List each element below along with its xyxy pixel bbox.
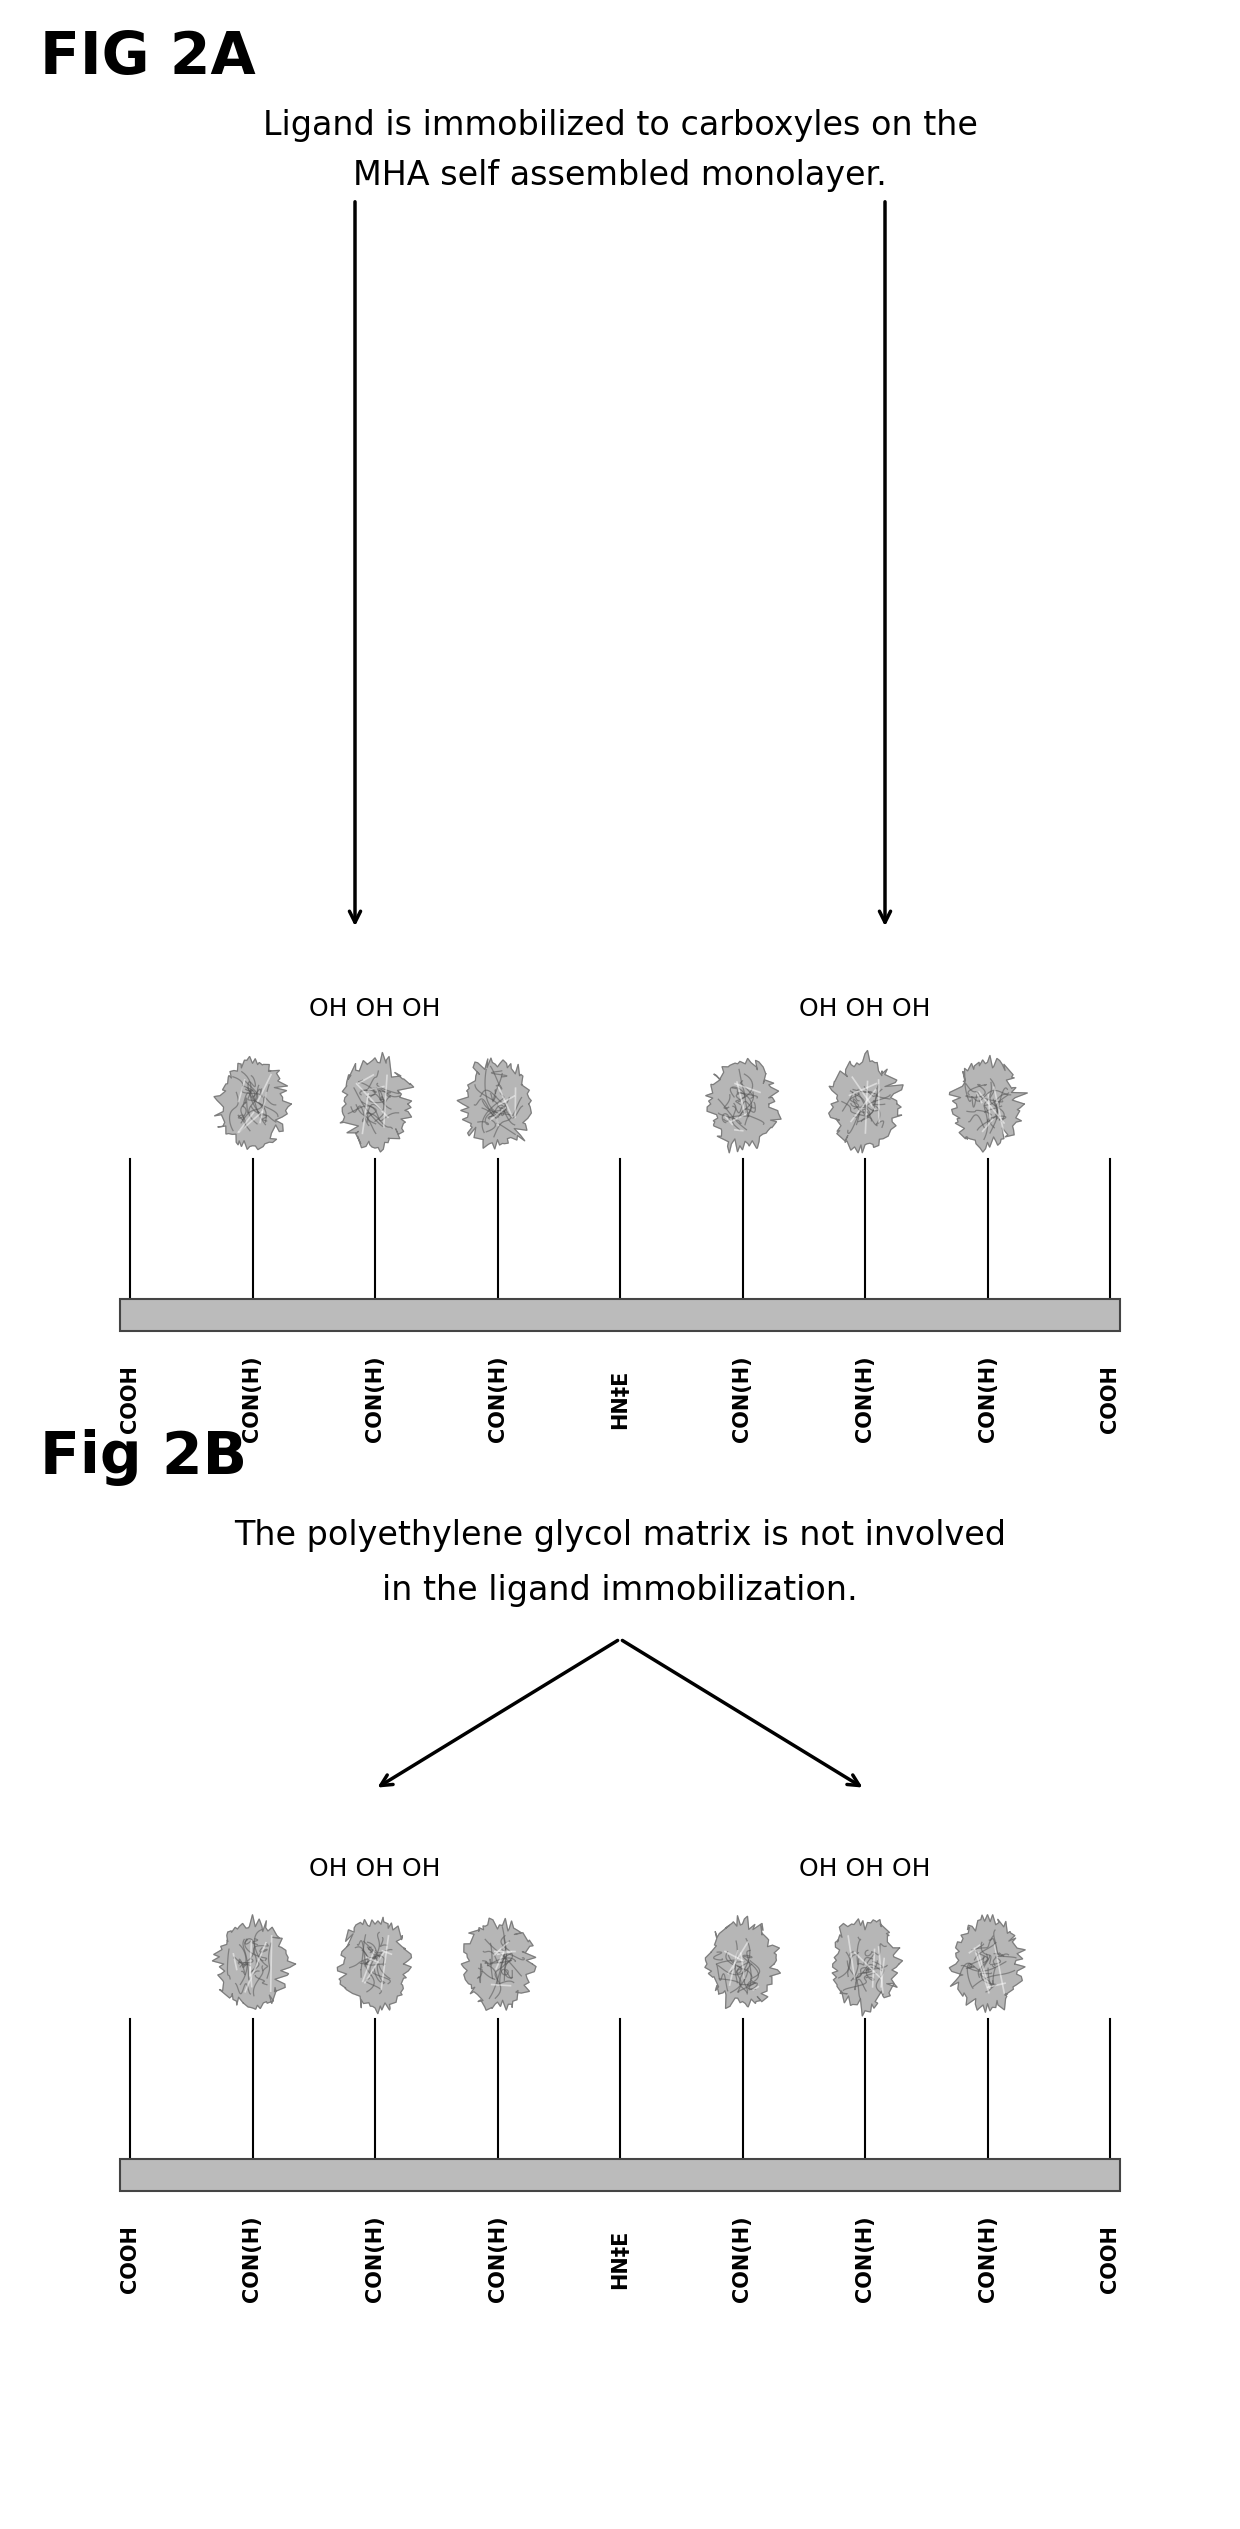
Text: CON(H): CON(H) (243, 2215, 263, 2301)
Text: OH OH OH: OH OH OH (800, 1856, 931, 1882)
Text: COOH: COOH (120, 2226, 140, 2294)
Text: OH OH OH: OH OH OH (309, 1856, 440, 1882)
Text: FIG 2A: FIG 2A (40, 28, 255, 86)
Polygon shape (340, 1052, 414, 1153)
Bar (120, 2160, 1120, 2190)
Polygon shape (950, 1914, 1025, 2013)
Polygon shape (832, 1920, 903, 2016)
Text: CON(H): CON(H) (733, 1356, 753, 1442)
Text: The polyethylene glycol matrix is not involved: The polyethylene glycol matrix is not in… (234, 1520, 1006, 1553)
Polygon shape (212, 1914, 295, 2008)
Polygon shape (458, 1057, 532, 1148)
Text: CON(H): CON(H) (487, 1356, 507, 1442)
Text: COOH: COOH (120, 1366, 140, 1434)
Polygon shape (828, 1050, 903, 1153)
Text: HN‡E: HN‡E (610, 1368, 630, 1429)
Text: CON(H): CON(H) (977, 1356, 997, 1442)
Text: Ligand is immobilized to carboxyles on the: Ligand is immobilized to carboxyles on t… (263, 109, 977, 142)
Polygon shape (215, 1057, 291, 1151)
Text: OH OH OH: OH OH OH (800, 996, 931, 1022)
Text: CON(H): CON(H) (856, 1356, 875, 1442)
Polygon shape (704, 1914, 780, 2008)
Text: Fig 2B: Fig 2B (40, 1429, 247, 1487)
Text: CON(H): CON(H) (487, 2215, 507, 2301)
Text: CON(H): CON(H) (977, 2215, 997, 2301)
Text: COOH: COOH (1100, 2226, 1120, 2294)
Polygon shape (950, 1055, 1028, 1153)
Text: CON(H): CON(H) (243, 1356, 263, 1442)
Text: in the ligand immobilization.: in the ligand immobilization. (382, 1573, 858, 1606)
Polygon shape (337, 1917, 412, 2013)
Text: HN‡E: HN‡E (610, 2228, 630, 2289)
Text: COOH: COOH (1100, 1366, 1120, 1434)
Text: OH OH OH: OH OH OH (309, 996, 440, 1022)
Polygon shape (461, 1917, 536, 2011)
Text: CON(H): CON(H) (856, 2215, 875, 2301)
Text: CON(H): CON(H) (733, 2215, 753, 2301)
Polygon shape (706, 1057, 781, 1153)
Bar (120, 1300, 1120, 1330)
Text: MHA self assembled monolayer.: MHA self assembled monolayer. (353, 159, 887, 192)
Text: CON(H): CON(H) (365, 1356, 384, 1442)
Text: CON(H): CON(H) (365, 2215, 384, 2301)
